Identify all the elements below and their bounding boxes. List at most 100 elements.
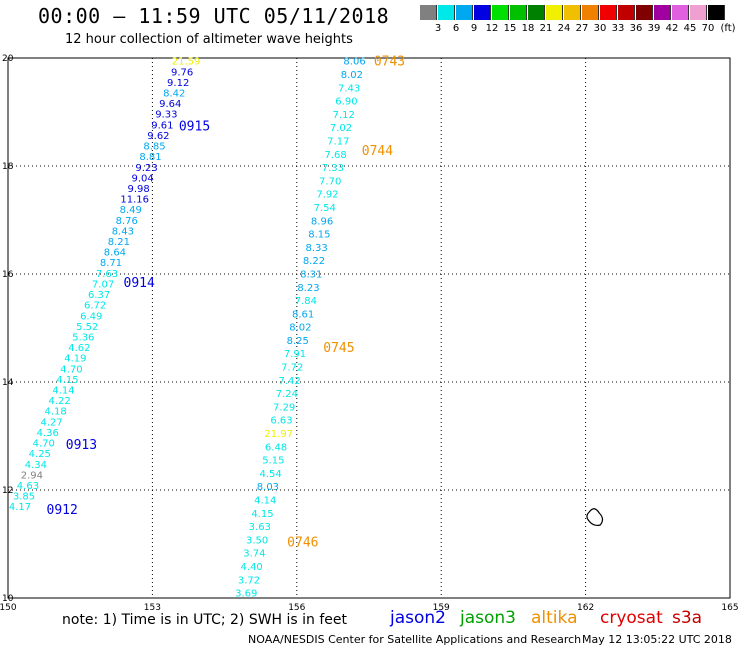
swh-value: 9.64 <box>159 99 181 110</box>
colorbar-label: 6 <box>452 23 460 34</box>
colorbar-label: 33 <box>611 23 625 34</box>
pass-time-label: 0912 <box>47 503 78 518</box>
colorbar-label: 24 <box>557 23 571 34</box>
colorbar-unit: (ft) <box>720 23 736 34</box>
swh-value: 5.52 <box>76 322 98 333</box>
colorbar-swatch <box>690 5 707 20</box>
swh-value: 7.12 <box>333 110 355 121</box>
swh-value: 7.70 <box>319 176 341 187</box>
swh-value: 21.97 <box>264 429 293 440</box>
swh-value: 7.92 <box>316 190 338 201</box>
colorbar-label: 18 <box>521 23 535 34</box>
legend-jason2: jason2 <box>390 608 446 628</box>
legend-s3a: s3a <box>672 608 703 628</box>
swh-value: 8.85 <box>143 142 165 153</box>
colorbar-label: 12 <box>485 23 499 34</box>
lat-tick-label: 14 <box>2 378 14 388</box>
swh-value: 3.63 <box>249 522 271 533</box>
swh-value: 5.36 <box>72 332 94 343</box>
pass-time-label: 0746 <box>287 535 318 550</box>
colorbar-label: 27 <box>575 23 589 34</box>
swh-value: 6.90 <box>335 97 357 108</box>
pass-time-label: 0745 <box>323 341 354 356</box>
swh-value: 8.15 <box>308 230 330 241</box>
swh-value: 4.34 <box>25 460 47 471</box>
swh-value: 7.24 <box>276 389 298 400</box>
colorbar-swatch <box>564 5 581 20</box>
swh-value: 9.12 <box>167 78 189 89</box>
colorbar-label: 21 <box>539 23 553 34</box>
swh-value: 3.50 <box>246 535 268 546</box>
swh-value: 9.61 <box>151 120 173 131</box>
colorbar-label: 30 <box>593 23 607 34</box>
swh-value: 6.37 <box>88 290 110 301</box>
swh-value: 7.02 <box>330 123 352 134</box>
swh-value: 8.25 <box>287 336 309 347</box>
colorbar-label: 36 <box>629 23 643 34</box>
colorbar-swatch <box>546 5 563 20</box>
lon-tick-label: 156 <box>288 603 305 613</box>
colorbar-swatch <box>474 5 491 20</box>
swh-value: 7.43 <box>338 83 360 94</box>
footer-timestamp: May 12 13:05:22 UTC 2018 <box>582 633 732 646</box>
swh-value: 7.84 <box>295 296 317 307</box>
swh-value: 4.62 <box>68 343 90 354</box>
swh-value: 4.15 <box>251 509 273 520</box>
lat-tick-label: 16 <box>2 270 14 280</box>
swh-value: 6.72 <box>84 301 106 312</box>
lon-tick-label: 159 <box>433 603 450 613</box>
swh-value: 4.36 <box>37 428 59 439</box>
swh-value: 6.49 <box>80 311 102 322</box>
swh-value: 7.29 <box>273 402 295 413</box>
map-subtitle: 12 hour collection of altimeter wave hei… <box>65 32 353 47</box>
pass-time-label: 0913 <box>66 438 97 453</box>
swh-value: 3.72 <box>238 575 260 586</box>
swh-value: 9.04 <box>131 173 153 184</box>
swh-value: 4.17 <box>9 502 31 513</box>
swh-value: 8.02 <box>341 70 363 81</box>
swh-value: 8.81 <box>139 152 161 163</box>
colorbar-label: 45 <box>683 23 697 34</box>
lat-tick-label: 12 <box>2 486 13 496</box>
swh-value: 5.15 <box>262 456 284 467</box>
lat-tick-label: 18 <box>2 162 14 172</box>
swh-value: 9.62 <box>147 131 169 142</box>
swh-value: 4.70 <box>33 439 55 450</box>
swh-value: 8.31 <box>300 269 322 280</box>
colorbar-label: 39 <box>647 23 661 34</box>
colorbar-label: 15 <box>503 23 517 34</box>
swh-value: 8.23 <box>297 283 319 294</box>
swh-value: 8.33 <box>306 243 328 254</box>
swh-value: 6.48 <box>265 442 287 453</box>
swh-value: 7.54 <box>314 203 336 214</box>
colorbar-swatch <box>618 5 635 20</box>
lon-tick-label: 150 <box>0 603 17 613</box>
swh-value: 4.25 <box>29 449 51 460</box>
swh-value: 7.42 <box>278 376 300 387</box>
swh-value: 4.22 <box>48 396 70 407</box>
footer-credit: NOAA/NESDIS Center for Satellite Applica… <box>248 633 582 646</box>
swh-value: 4.14 <box>254 496 276 507</box>
colorbar-swatch <box>492 5 509 20</box>
legend-cryosat: cryosat <box>600 608 663 628</box>
legend-jason3: jason3 <box>460 608 516 628</box>
lat-tick-label: 20 <box>2 54 14 64</box>
colorbar-swatch <box>510 5 527 20</box>
swh-value: 3.69 <box>235 589 257 600</box>
colorbar-swatch <box>528 5 545 20</box>
swh-value: 3.85 <box>13 492 35 503</box>
colorbar-label: 42 <box>665 23 679 34</box>
swh-value: 7.17 <box>327 136 349 147</box>
swh-value: 8.49 <box>120 205 142 216</box>
swh-value: 6.63 <box>270 416 292 427</box>
swh-value: 4.40 <box>241 562 263 573</box>
legend-altika: altika <box>531 608 578 628</box>
swh-value: 8.76 <box>116 216 138 227</box>
swh-value: 8.43 <box>112 226 134 237</box>
swh-value: 2.94 <box>21 470 43 481</box>
colorbar-label: 70 <box>701 23 715 34</box>
swh-value: 3.74 <box>243 549 265 560</box>
swh-value: 7.63 <box>96 269 118 280</box>
swh-value: 8.22 <box>303 256 325 267</box>
